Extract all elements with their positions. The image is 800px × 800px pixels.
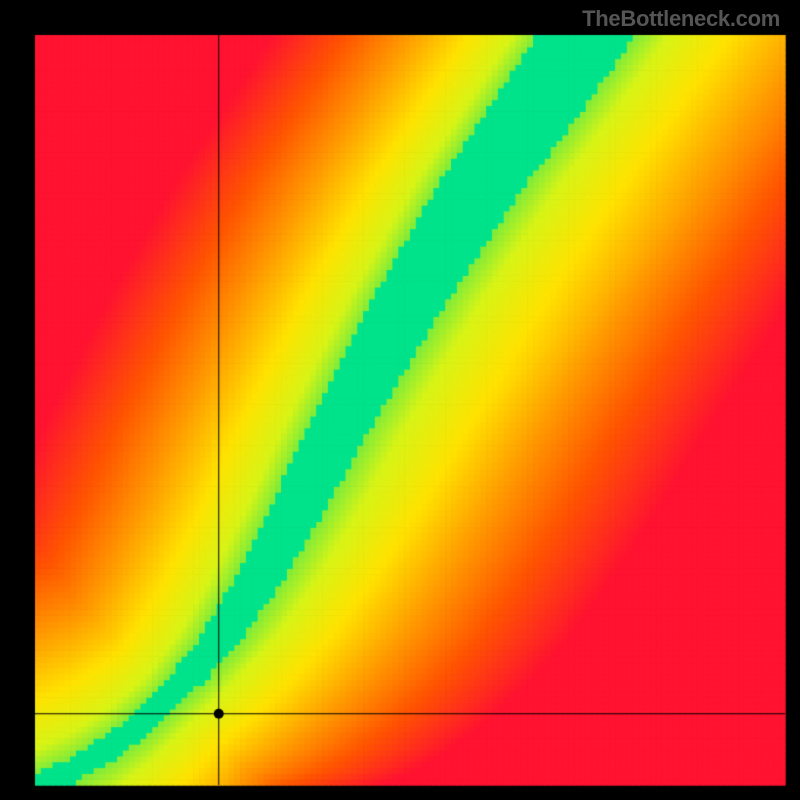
bottleneck-heatmap [0, 0, 800, 800]
watermark-label: TheBottleneck.com [582, 6, 780, 32]
